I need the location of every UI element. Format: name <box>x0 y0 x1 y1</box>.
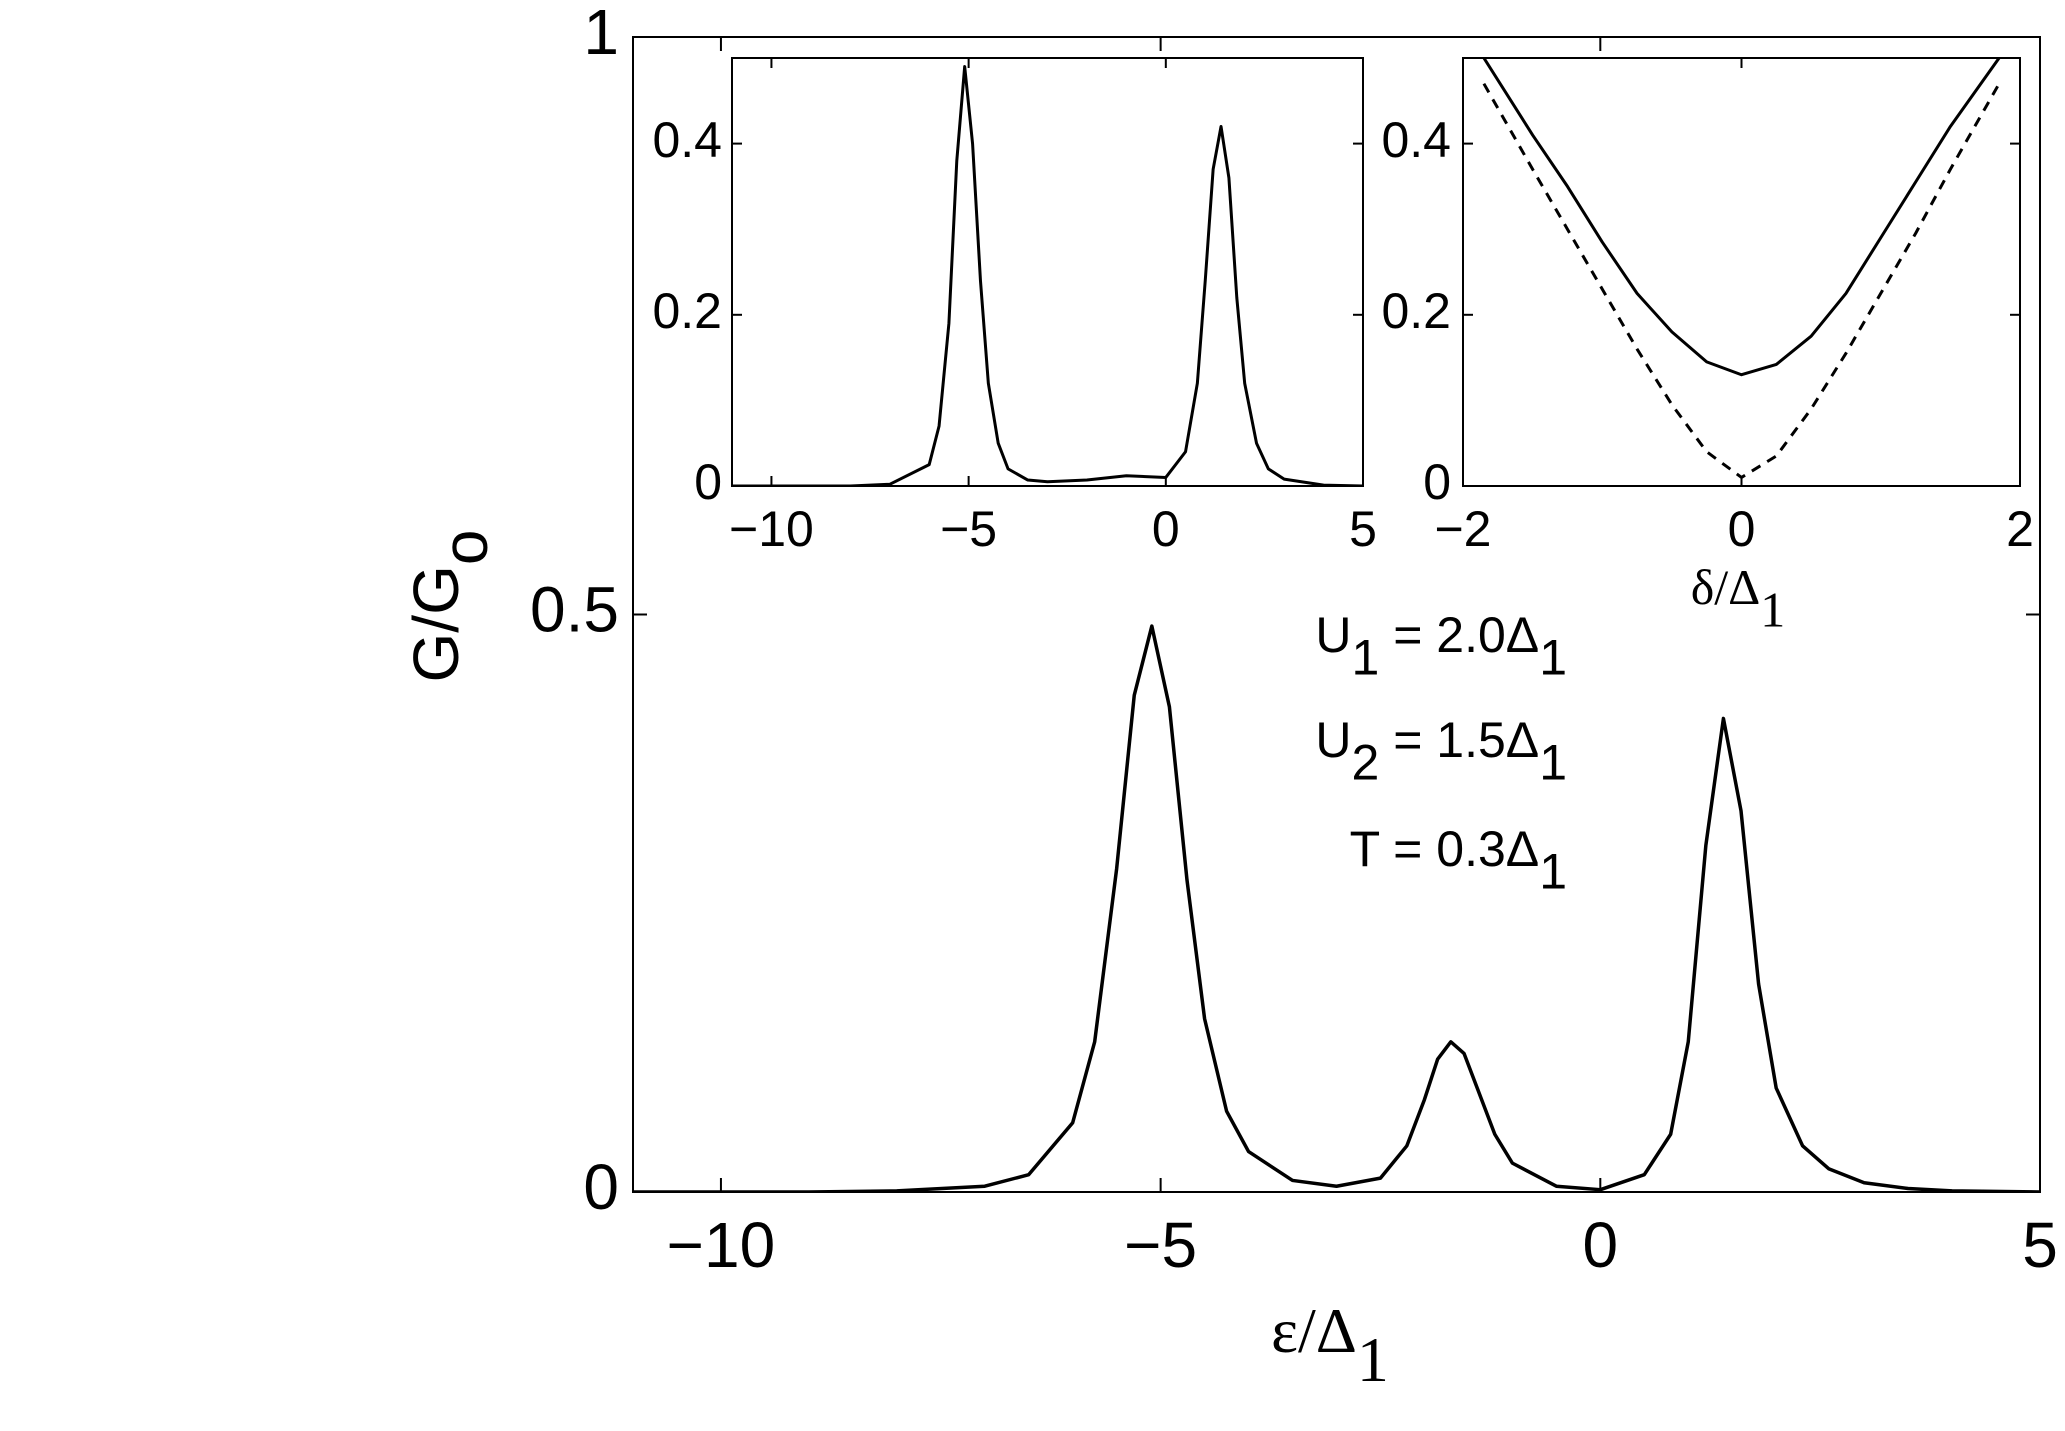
x-tick-label: 5 <box>1349 501 1377 557</box>
y-axis-label-part: o <box>429 530 501 566</box>
x-tick-label: −5 <box>940 501 997 557</box>
annotation-part: U <box>1315 607 1351 663</box>
x-tick-label: 0 <box>1728 501 1756 557</box>
annotation-part: T = 0.3Δ <box>1350 821 1540 877</box>
x-tick-label: −10 <box>667 1209 776 1281</box>
annotation-part: = 1.5Δ <box>1379 712 1539 768</box>
x-tick-label: −5 <box>1124 1209 1197 1281</box>
y-tick-label: 0 <box>583 1151 619 1223</box>
x-tick-label: 0 <box>1152 501 1180 557</box>
annotation-part: 1 <box>1539 844 1567 900</box>
x-tick-label: 5 <box>2022 1209 2058 1281</box>
x-tick-label: 2 <box>2006 501 2034 557</box>
x-tick-label: 0 <box>1583 1209 1619 1281</box>
x-axis-label: δ/Δ1 <box>1691 559 1786 638</box>
axes-frame <box>731 57 1364 487</box>
annotation-part: = 2.0Δ <box>1379 607 1539 663</box>
y-axis-label: G/Go <box>400 530 501 683</box>
y-tick-label: 0.4 <box>1381 112 1451 168</box>
plot-background <box>732 58 1363 486</box>
annotation: U2 = 1.5Δ1 <box>1315 712 1567 791</box>
data-line <box>1482 58 2001 377</box>
y-tick-label: 0 <box>1423 454 1451 510</box>
y-tick-label: 0.2 <box>652 283 722 339</box>
x-tick-label: −2 <box>1434 501 1491 557</box>
y-axis-label-part: G/G <box>400 565 472 682</box>
y-tick-label: 0.2 <box>1381 283 1451 339</box>
x-tick-label: −10 <box>729 501 814 557</box>
y-tick-label: 0.4 <box>652 112 722 168</box>
x-axis-label-part: 1 <box>1760 582 1785 638</box>
annotation: T = 0.3Δ1 <box>1350 821 1567 900</box>
x-axis-label-part: 1 <box>1357 1323 1389 1394</box>
x-axis-label-part: ε/Δ <box>1271 1295 1357 1366</box>
annotation-part: 2 <box>1351 735 1379 791</box>
plot-background <box>1463 58 2020 486</box>
annotation-part: 1 <box>1539 630 1567 686</box>
annotation: U1 = 2.0Δ1 <box>1315 607 1567 686</box>
x-axis-label-part: δ/Δ <box>1691 559 1761 615</box>
y-tick-label: 0.5 <box>530 573 619 645</box>
annotation-part: 1 <box>1539 735 1567 791</box>
annotation-part: U <box>1315 712 1351 768</box>
annotation-part: 1 <box>1351 630 1379 686</box>
y-tick-label: 1 <box>583 0 619 68</box>
y-tick-label: 0 <box>694 454 722 510</box>
data-line <box>633 624 2040 1192</box>
x-axis-label: ε/Δ1 <box>1271 1295 1389 1395</box>
data-line <box>732 65 1363 486</box>
